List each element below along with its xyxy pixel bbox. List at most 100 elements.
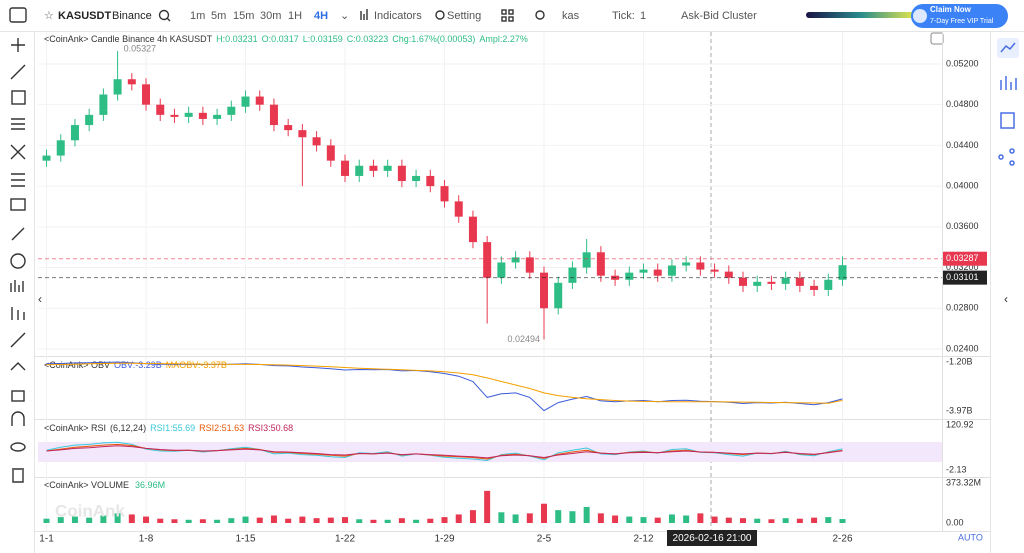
y-tick-label: 0.04800 (946, 99, 979, 109)
volume-bar (71, 516, 78, 524)
ohlc-stat: H:0.03231 (216, 34, 258, 44)
volume-bar (782, 518, 789, 524)
right-toolbar[interactable]: ‹ (997, 38, 1019, 306)
volume-bar (597, 513, 604, 524)
chevron[interactable]: ⌄ (340, 10, 349, 22)
collapse-left[interactable]: ‹ (38, 292, 42, 306)
indicators-icon[interactable] (360, 9, 368, 20)
crosshair-label: 2026-02-16 21:00 (673, 533, 752, 544)
logo[interactable] (9, 7, 27, 23)
candle-body (653, 269, 662, 276)
search-text[interactable]: kas (562, 10, 580, 22)
scale-mode[interactable]: AUTO (958, 532, 983, 542)
interval[interactable]: 1m (190, 10, 205, 22)
setting-icon[interactable] (435, 10, 445, 20)
candle-body (710, 269, 719, 272)
volume-bar (626, 516, 633, 524)
chart-subtitle: Binance 4h KASUSDT (122, 34, 213, 44)
volume-bar (86, 517, 93, 524)
volume-bar (384, 519, 391, 524)
y-tick-label: 120.92 (946, 419, 974, 429)
ohlc-stat: Chg:1.67%(0.00053) (392, 34, 475, 44)
volume-bar (498, 512, 505, 524)
x-tick-label: 2-26 (832, 534, 852, 545)
cluster-button[interactable]: Ask-Bid Cluster (681, 10, 757, 22)
volume-bar (57, 517, 64, 524)
pane-separators (35, 32, 990, 532)
candle-body (312, 137, 321, 146)
layout-icon[interactable] (501, 9, 514, 22)
chart-header: <CoinAnk> Candle Binance 4h KASUSDT H:0.0… (44, 34, 528, 44)
volume-bar (469, 510, 476, 524)
interval[interactable]: 30m (260, 10, 281, 22)
y-tick-label: -2.13 (946, 464, 967, 474)
candle-body (724, 271, 733, 278)
interval[interactable]: 1H (288, 10, 302, 22)
y-tick-label: 0.00 (946, 517, 964, 527)
x-tick-label: 1-8 (139, 534, 154, 545)
volume-bar (754, 518, 761, 524)
interval[interactable]: 5m (211, 10, 226, 22)
ohlc-stat: Ampl:2.27% (479, 34, 528, 44)
volume-bar (185, 519, 192, 524)
eye-icon[interactable] (535, 10, 545, 20)
volume-bar (441, 517, 448, 524)
star[interactable]: ☆ (44, 10, 54, 22)
volume-bar (541, 503, 548, 524)
candle-body (639, 269, 648, 273)
volume-bar (725, 517, 732, 524)
search-icon[interactable] (158, 9, 171, 22)
volume-bar (654, 517, 661, 524)
candle-body (696, 262, 705, 270)
volume-bar (270, 515, 277, 524)
candle-body (824, 279, 833, 290)
candle-body (497, 262, 506, 278)
volume-bar (697, 513, 704, 524)
candle-body (667, 265, 676, 276)
candle-body (568, 267, 577, 283)
candle-body (554, 282, 563, 309)
volume-bar (327, 517, 334, 524)
volume-bar (455, 514, 462, 524)
candle-body (184, 112, 193, 117)
candle-body (795, 277, 804, 286)
x-tick-label: 2-5 (537, 534, 552, 545)
candle-body (198, 112, 207, 119)
promo-title[interactable]: Claim Now (930, 5, 972, 14)
volume-bar (811, 517, 818, 524)
interval-active[interactable]: 4H (314, 10, 328, 22)
promo-icon (913, 9, 927, 23)
candle-body (284, 125, 293, 131)
candle-body (397, 165, 406, 182)
collapse[interactable]: ‹ (1004, 292, 1008, 306)
volume-bar (43, 518, 50, 524)
volume-bar (214, 519, 221, 524)
candle-body (241, 96, 250, 107)
candle-body (440, 186, 449, 202)
candle-body (596, 252, 605, 276)
indicators-button[interactable]: Indicators (374, 10, 422, 22)
left-toolbar[interactable] (10, 38, 26, 483)
promo-pill[interactable] (911, 4, 1008, 28)
plot: 1-1 1-8 1-15 1-22 1-29 2-5 2-12 2-26 0.05200 0.04… (38, 32, 987, 545)
candle-body (682, 262, 691, 266)
candle-body (213, 114, 222, 119)
volume-bar (825, 517, 832, 524)
watermark: CoinAnk (55, 501, 125, 520)
chart-title: <CoinAnk> Candle (44, 34, 120, 44)
candle-body (355, 165, 364, 176)
x-tick-label: 1-22 (335, 534, 355, 545)
price-tag (943, 251, 987, 266)
tick-value[interactable]: 1 (640, 10, 646, 22)
interval[interactable]: 15m (233, 10, 254, 22)
volume-bar (398, 518, 405, 524)
volume-bar (484, 490, 491, 524)
symbol[interactable]: KASUSDT (58, 10, 111, 22)
rsi-band (38, 442, 942, 462)
promo-text[interactable]: 7-Day Free VIP Trial (930, 18, 994, 25)
setting-button[interactable]: Setting (447, 10, 481, 22)
legend-entry: RSI1:55.69 (150, 423, 195, 433)
x-tick-label: 1-29 (435, 534, 455, 545)
